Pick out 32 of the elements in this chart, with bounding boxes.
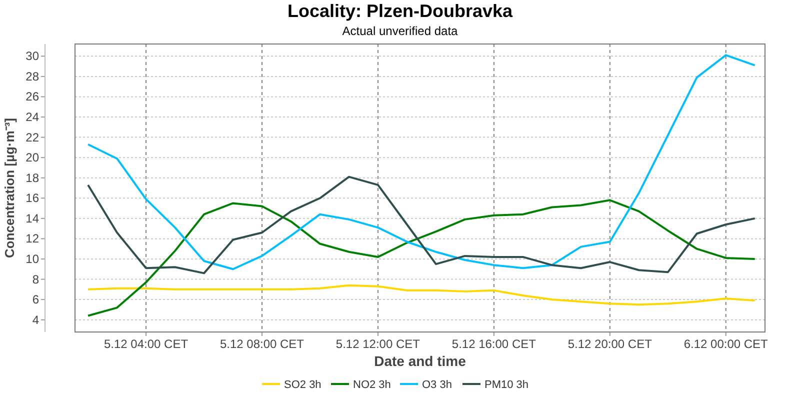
y-tick-label: 24 (26, 110, 40, 124)
y-tick-label: 4 (32, 312, 40, 327)
line-series (87, 284, 756, 306)
y-tick-label: 18 (26, 170, 40, 185)
x-tick-label: 5.12 16:00 CET (452, 337, 537, 351)
y-tick-label: 14 (26, 211, 40, 226)
y-tick-label: 22 (26, 130, 40, 144)
legend-label: NO2 3h (353, 379, 391, 391)
y-tick-label: 30 (26, 49, 40, 64)
legend-label: SO2 3h (284, 379, 322, 391)
y-tick-label: 28 (26, 69, 40, 84)
x-tick-label: 6.12 00:00 CET (684, 337, 769, 351)
x-tick-label: 5.12 04:00 CET (104, 337, 189, 351)
y-tick-label: 8 (32, 272, 40, 286)
chart-subtitle: Actual unverified data (342, 24, 458, 38)
y-tick-label: 10 (26, 252, 40, 266)
y-tick-label: 12 (26, 232, 40, 246)
y-tick-label: 6 (32, 292, 40, 307)
x-tick-label: 5.12 20:00 CET (568, 337, 653, 351)
line-series (87, 54, 756, 270)
legend-label: PM10 3h (484, 379, 529, 391)
x-tick-label: 5.12 08:00 CET (220, 337, 305, 351)
y-tick-label: 20 (26, 150, 40, 165)
chart-title: Locality: Plzen-Doubravka (287, 1, 514, 21)
legend-label: O3 3h (422, 379, 452, 391)
x-axis-title: Date and time (374, 353, 466, 369)
line-series (87, 199, 756, 317)
y-axis-title: Concentration [µg·m⁻³] (2, 118, 17, 258)
x-tick-label: 5.12 12:00 CET (336, 337, 421, 351)
y-tick-label: 16 (26, 191, 40, 206)
line-series (87, 176, 756, 274)
y-tick-label: 26 (26, 90, 40, 104)
